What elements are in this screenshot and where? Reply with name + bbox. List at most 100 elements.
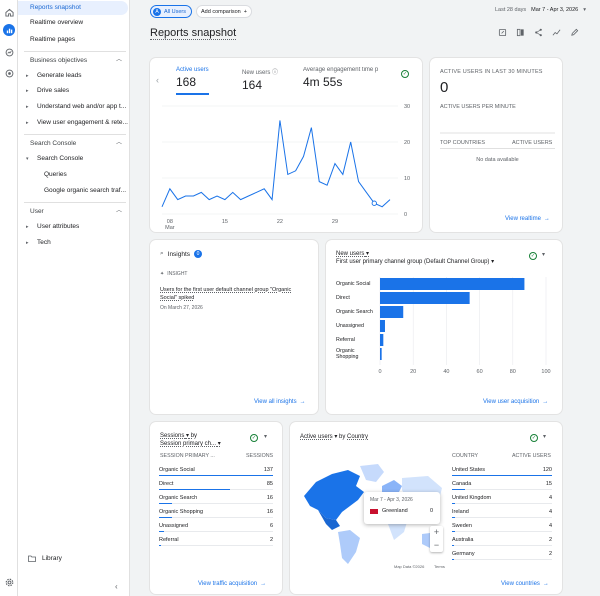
bar-direct[interactable] [380,292,470,304]
nav-section-user[interactable]: User ︿ [18,205,130,218]
all-users-chip[interactable]: A All Users [150,5,193,18]
divider [440,148,555,149]
table-row[interactable]: Sweden 4 [452,519,552,532]
geo-title[interactable]: Active users ▾ by Country [300,434,369,440]
caret-right-icon: ▸ [26,120,29,126]
row-label: Germany [452,550,475,557]
acquisition-metric: New users [336,251,365,257]
x-tick-label: 40 [443,369,449,375]
title-actions [498,28,579,37]
date-preset-label: Last 28 days [494,7,527,13]
table-row[interactable]: Unassigned 6 [159,519,273,532]
collapse-nav-icon[interactable]: ‹ [115,582,118,591]
table-row[interactable]: United Kingdom 4 [452,491,552,504]
table-row[interactable]: United States 120 [452,463,552,476]
caret-right-icon: ▸ [26,104,29,110]
metric-engagement-time[interactable]: Average engagement time p 4m 55s [303,67,393,89]
arrow-right-icon: → [542,581,549,587]
zoom-in-icon[interactable]: + [433,527,440,537]
acquisition-dimension: First user primary channel group (Defaul… [336,259,490,265]
date-range-picker[interactable]: Last 28 days Mar 7 - Apr 3, 2026 ▾ [495,7,586,13]
explore-icon[interactable] [3,46,15,58]
chevron-left-icon[interactable]: ‹ [156,75,159,85]
compare-icon[interactable] [516,28,525,37]
nav-realtime-pages[interactable]: Realtime pages [30,36,76,43]
table-row[interactable]: Referral 2 [159,533,273,546]
table-row[interactable]: Organic Shopping 16 [159,505,273,518]
bar-organic-shopping[interactable] [380,348,382,360]
metric-active-users[interactable]: Active users 168 [176,67,209,95]
nav-section-business-objectives[interactable]: Business objectives ︿ [18,54,130,67]
map-terms-link[interactable]: Terms [434,564,445,569]
nav-understand-traffic[interactable]: ▸ Understand web and/or app t... [18,100,130,114]
table-row[interactable]: Ireland 4 [452,505,552,518]
nav-generate-leads[interactable]: ▸ Generate leads [18,69,130,83]
insights-sparkle-icon[interactable] [552,28,561,37]
reports-icon[interactable] [3,24,15,36]
nav-user-attributes[interactable]: ▸ User attributes [18,220,130,234]
nav-realtime-overview[interactable]: Realtime overview [30,19,84,26]
sessions-dimension: Session primary ch... [160,441,217,447]
library-label: Library [42,555,62,562]
greenland-flag-icon [370,509,378,514]
arrow-right-icon: → [542,399,549,405]
nav-section-search-console[interactable]: Search Console ︿ [18,137,130,150]
table-row[interactable]: Germany 2 [452,547,552,560]
chevron-down-icon[interactable]: ▾ [543,434,547,440]
view-all-insights-link[interactable]: View all insights → [254,399,306,405]
view-user-acquisition-link[interactable]: View user acquisition → [483,399,548,405]
table-row[interactable]: Australia 2 [452,533,552,546]
bar-organic-social[interactable] [380,278,525,290]
page-title: Reports snapshot [150,27,237,40]
nav-user-engagement[interactable]: ▸ View user engagement & rete... [18,116,130,130]
chevron-down-icon[interactable]: ▾ [542,252,546,258]
nav-drive-sales[interactable]: ▸ Drive sales [18,84,130,98]
chevron-up-icon: ︿ [115,208,122,214]
add-comparison-button[interactable]: Add comparison + [196,5,252,18]
nav-search-console[interactable]: ▾ Search Console [18,152,130,166]
row-label: Ireland [452,508,469,515]
row-divider [159,503,273,504]
row-value: 4 [548,522,552,529]
view-realtime-link[interactable]: View realtime → [505,216,550,222]
table-row[interactable]: Direct 85 [159,477,273,490]
nav-queries[interactable]: Queries [44,171,67,178]
row-bar [159,517,173,518]
table-row[interactable]: Organic Search 16 [159,491,273,504]
nav-reports-snapshot[interactable]: Reports snapshot [18,1,128,15]
x-tick-label: 15 [222,219,228,225]
edit-report-icon[interactable] [498,28,507,37]
bar-organic-search[interactable] [380,306,404,318]
chevron-down-icon: ▾ [583,7,586,13]
metric-new-users[interactable]: New users ⓘ 164 [242,67,278,92]
country-header: COUNTRY [452,453,479,459]
row-divider [159,531,273,532]
pencil-icon[interactable] [570,28,579,37]
sessions-metric: Sessions [160,433,185,439]
home-icon[interactable] [3,6,15,18]
acquisition-title[interactable]: New users ▾ First user primary channel g… [336,250,526,266]
nav-library[interactable]: Library [28,555,62,562]
view-countries-link[interactable]: View countries → [501,581,549,587]
row-bar [452,517,456,518]
bar-referral[interactable] [380,334,384,346]
nav-label: Search Console [37,155,84,162]
share-icon[interactable] [534,28,543,37]
nav-label: Understand web and/or app t... [37,103,127,110]
y-tick-label: 10 [404,176,410,182]
nav-google-organic-search[interactable]: Google organic search traf... [44,187,127,194]
zoom-out-icon[interactable]: − [433,540,440,550]
table-row[interactable]: Organic Social 137 [159,463,273,476]
bar-unassigned[interactable] [380,320,385,332]
settings-icon[interactable] [3,576,15,588]
view-traffic-acquisition-link[interactable]: View traffic acquisition → [198,581,266,587]
nav-label: User attributes [37,223,80,230]
insight-headline[interactable]: Users for the first user default channel… [160,287,292,301]
row-label: Unassigned [159,522,189,529]
advertising-icon[interactable] [3,67,15,79]
nav-tech[interactable]: ▸ Tech [18,236,130,250]
table-row[interactable]: Canada 15 [452,477,552,490]
chevron-down-icon[interactable]: ▾ [264,434,268,440]
sessions-title[interactable]: Sessions ▾ by Session primary ch... ▾ [160,433,221,447]
arrow-right-icon: → [299,399,306,405]
